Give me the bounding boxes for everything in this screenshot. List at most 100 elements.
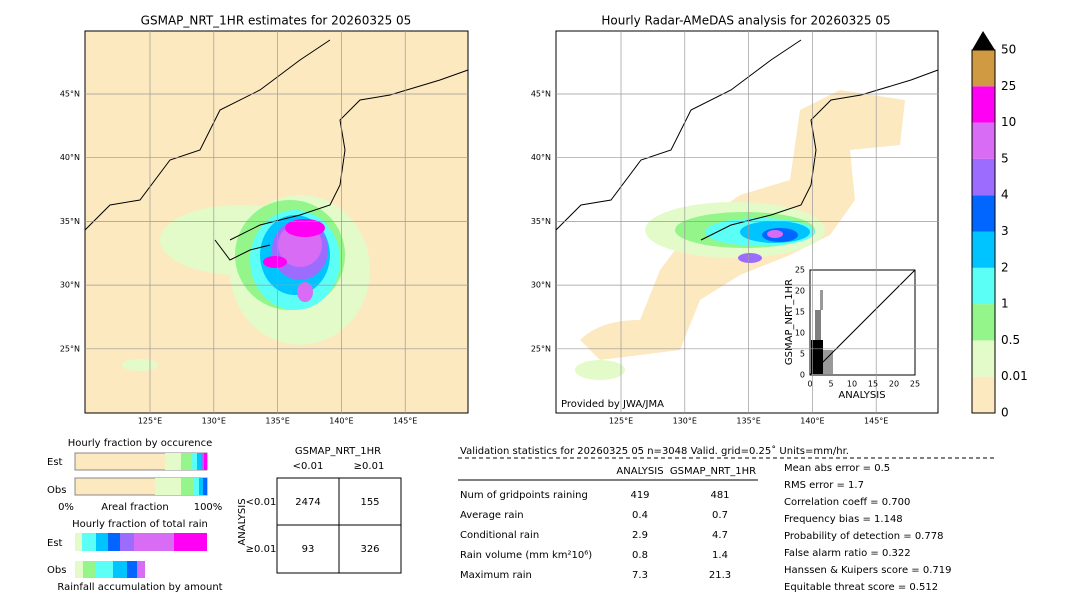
- cell: 326: [360, 544, 379, 555]
- colorbar-label: 0.01: [1001, 369, 1028, 383]
- lon-label: 125°E: [609, 417, 633, 426]
- lon-label: 145°E: [393, 417, 417, 426]
- colorbar-frame: [971, 49, 996, 414]
- lat-label: 30°N: [531, 281, 551, 290]
- colorbar-label: 4: [1001, 188, 1009, 202]
- inset-x-tick: 15: [868, 380, 878, 389]
- row-label: Obs: [47, 565, 66, 576]
- value: 0.8: [632, 550, 648, 561]
- row-label: ≥0.01: [246, 544, 277, 555]
- table-title: GSMAP_NRT_1HR: [295, 446, 381, 457]
- lat-label: 25°N: [60, 344, 80, 353]
- lat-label: 25°N: [531, 344, 551, 353]
- lat-label: 40°N: [60, 153, 80, 162]
- score: Probability of detection = 0.778: [784, 531, 943, 542]
- axis-label: 100%: [194, 502, 223, 513]
- colorbar-label: 0.5: [1001, 333, 1020, 347]
- lon-label: 130°E: [202, 417, 226, 426]
- colorbar-label: 10: [1001, 115, 1016, 129]
- value: 0.4: [632, 510, 648, 521]
- colorbar-segment: [972, 50, 995, 87]
- score: Frequency bias = 1.148: [784, 514, 903, 525]
- colorbar-extend: [972, 31, 995, 50]
- value: 21.3: [709, 570, 731, 581]
- colorbar-label: 1: [1001, 297, 1009, 311]
- row-label: Maximum rain: [460, 570, 532, 581]
- col-label: ≥0.01: [354, 461, 385, 472]
- colorbar-segment: [972, 267, 995, 305]
- row-label: Conditional rain: [460, 530, 539, 541]
- credit: Provided by JWA/JMA: [561, 399, 664, 410]
- lon-label: 135°E: [265, 417, 289, 426]
- axis-label: 0%: [58, 502, 74, 513]
- cell: 93: [302, 544, 315, 555]
- inset-y-tick: 15: [795, 308, 805, 317]
- coastline: [229, 69, 469, 241]
- coastline: [555, 39, 802, 231]
- lon-label: 140°E: [329, 417, 353, 426]
- map-title: Hourly Radar-AMeDAS analysis for 2026032…: [601, 14, 890, 28]
- lon-label: 145°E: [864, 417, 888, 426]
- colorbar-segment: [972, 340, 995, 377]
- row-label: Obs: [47, 485, 66, 496]
- inset-y-tick: 5: [800, 350, 805, 359]
- diagonal: [809, 269, 916, 376]
- coastline: [700, 69, 939, 241]
- inset-ylabel: GSMAP_NRT_1HR: [784, 279, 795, 365]
- value: 419: [630, 490, 649, 501]
- coastline: [214, 239, 271, 261]
- score: Mean abs error = 0.5: [784, 463, 890, 474]
- map-frame: [555, 30, 939, 414]
- lat-label: 30°N: [60, 281, 80, 290]
- lat-label: 45°N: [531, 90, 551, 99]
- value: 1.4: [712, 550, 728, 561]
- colorbar-segment: [972, 158, 995, 196]
- row-label: Average rain: [460, 510, 524, 521]
- col-header: ANALYSIS: [616, 466, 663, 477]
- value: 7.3: [632, 570, 648, 581]
- value: 481: [710, 490, 729, 501]
- inset-x-tick: 10: [847, 380, 857, 389]
- validation-header: Validation statistics for 20260325 05 n=…: [460, 445, 849, 457]
- inset-xlabel: ANALYSIS: [838, 390, 885, 401]
- coastline: [84, 39, 331, 231]
- lat-label: 45°N: [60, 90, 80, 99]
- score: RMS error = 1.7: [784, 480, 864, 491]
- row-label: Est: [47, 538, 63, 549]
- colorbar-segment: [972, 304, 995, 341]
- score: False alarm ratio = 0.322: [784, 548, 911, 559]
- score: Hanssen & Kuipers score = 0.719: [784, 565, 951, 576]
- value: 4.7: [712, 530, 728, 541]
- row-label: Num of gridpoints raining: [460, 490, 588, 501]
- colorbar-label: 0: [1001, 406, 1009, 420]
- lat-label: 35°N: [60, 217, 80, 226]
- inset-x-tick: 5: [828, 380, 833, 389]
- panel-title: Hourly fraction by occurence: [68, 438, 212, 449]
- colorbar-segment: [972, 231, 995, 268]
- col-header: GSMAP_NRT_1HR: [670, 466, 756, 477]
- col-label: <0.01: [293, 461, 324, 472]
- occurrence-bars: [74, 452, 208, 496]
- colorbar-label: 5: [1001, 151, 1009, 165]
- cell: 155: [360, 497, 379, 508]
- colorbar-segment: [972, 122, 995, 159]
- colorbar-segment: [972, 195, 995, 232]
- axis-label: Areal fraction: [101, 502, 168, 513]
- colorbar-label: 50: [1001, 43, 1016, 57]
- table-axis: ANALYSIS: [237, 498, 248, 545]
- inset-y-tick: 0: [800, 371, 805, 380]
- lon-label: 140°E: [800, 417, 824, 426]
- lat-label: 35°N: [531, 217, 551, 226]
- colorbar-label: 3: [1001, 224, 1009, 238]
- lon-label: 135°E: [736, 417, 760, 426]
- lat-label: 40°N: [531, 153, 551, 162]
- score: Equitable threat score = 0.512: [784, 582, 938, 593]
- colorbar-label: 25: [1001, 79, 1016, 93]
- colorbar-segment: [972, 376, 995, 413]
- total-bars: [75, 533, 207, 578]
- row-label: Rain volume (mm km²10⁶): [460, 550, 592, 561]
- value: 2.9: [632, 530, 648, 541]
- row-label: <0.01: [246, 497, 277, 508]
- lon-label: 130°E: [673, 417, 697, 426]
- panel-title: Hourly fraction of total rain: [72, 519, 208, 530]
